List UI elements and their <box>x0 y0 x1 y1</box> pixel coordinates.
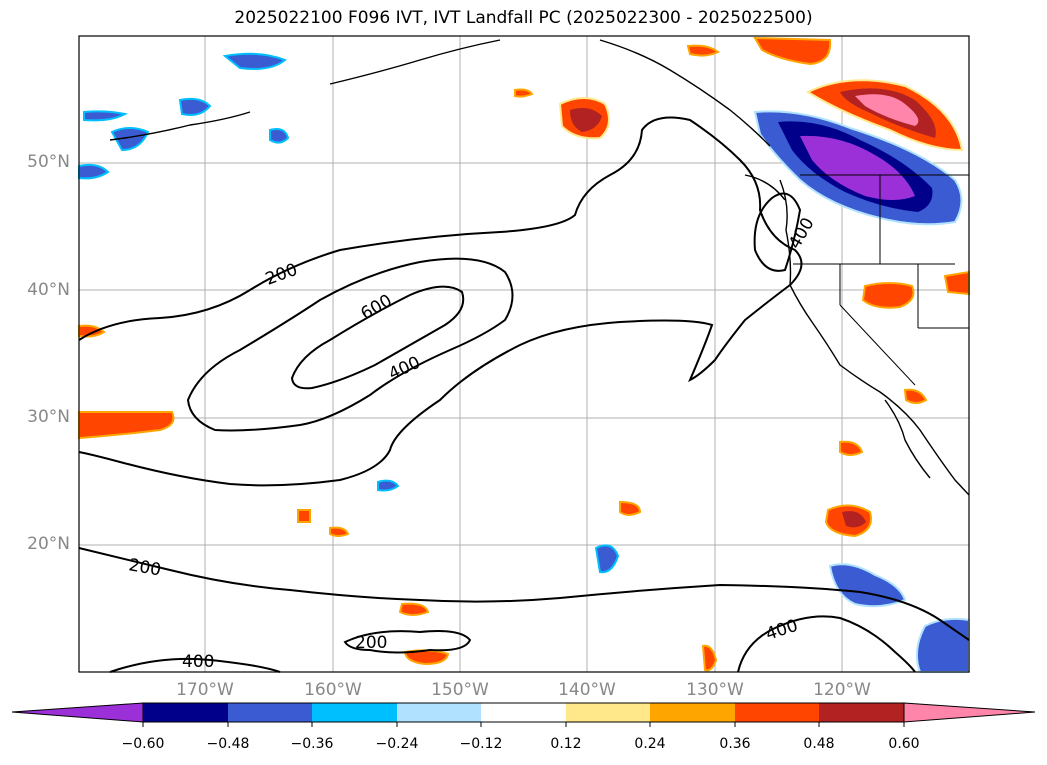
ivt-contour-200-south <box>78 547 970 641</box>
negative-anomaly-small-7 <box>377 479 400 492</box>
colorbar-bin-6 <box>566 703 650 722</box>
aleutian-islands <box>109 111 251 141</box>
lat-label-50n: 50°N <box>27 152 70 172</box>
positive-anomaly-gulf-core <box>570 108 602 132</box>
positive-anomaly-small-2 <box>398 602 430 616</box>
colorbar-extend-left <box>11 702 144 723</box>
baja-coast <box>884 399 931 479</box>
negative-anomaly-small-4 <box>78 163 110 180</box>
negative-anomaly-small-1 <box>110 127 150 152</box>
contour-label-400-se: 400 <box>763 616 800 645</box>
positive-anomaly-west-30n <box>78 411 175 440</box>
ivt-contour-400-outer <box>186 257 514 432</box>
vancouver-island <box>744 174 786 201</box>
colorbar-bin-9 <box>819 703 904 722</box>
lon-label-150w: 150°W <box>431 680 489 700</box>
colorbar-tick-label: −0.36 <box>290 736 334 752</box>
negative-anomaly-small-3 <box>222 52 287 70</box>
positive-anomaly-small-10 <box>329 526 350 537</box>
lon-label-160w: 160°W <box>304 680 362 700</box>
contour-labels: 200 600 400 400 200 200 400 400 <box>127 214 818 672</box>
colorbar-bin-7 <box>650 703 735 722</box>
colorbar-bin-5 <box>481 703 566 722</box>
negative-anomaly-small-8 <box>83 110 128 122</box>
lon-label-140w: 140°W <box>558 680 616 700</box>
positive-anomaly-small-7 <box>943 270 970 296</box>
colorbar-tick-label: 0.36 <box>719 736 751 752</box>
colorbar-extend-right <box>903 702 1036 723</box>
colorbar-bin-1 <box>143 703 228 722</box>
positive-anomaly-small-3 <box>839 440 864 456</box>
map-title: 2025022100 F096 IVT, IVT Landfall PC (20… <box>234 8 813 28</box>
positive-anomaly-baja-core <box>842 511 866 528</box>
lon-label-120w: 120°W <box>813 680 871 700</box>
west-coast <box>779 179 970 496</box>
contour-label-400-sw: 400 <box>182 652 214 672</box>
colorbar-tick-label: 0.60 <box>888 736 920 752</box>
negative-anomaly-small-2 <box>178 97 212 116</box>
positive-anomaly-hawaii <box>297 509 311 523</box>
positive-anomaly-small-8 <box>78 324 106 338</box>
positive-anomaly-bc-peak <box>855 94 919 126</box>
ivt-contours <box>78 116 970 673</box>
lon-label-170w: 170°W <box>176 680 234 700</box>
coastlines <box>109 39 970 496</box>
positive-anomaly-small-5 <box>903 388 928 404</box>
negative-anomaly-southeast <box>915 617 970 673</box>
state-borders <box>793 174 969 386</box>
positive-anomaly-small-1 <box>619 500 642 516</box>
lat-label-30n: 30°N <box>27 407 70 427</box>
colorbar-tick-label: −0.12 <box>459 736 503 752</box>
colorbar-tick-label: 0.12 <box>550 736 582 752</box>
positive-anomaly-nevada <box>861 282 915 309</box>
colorbar-tick-label: −0.24 <box>375 736 419 752</box>
lon-label-130w: 130°W <box>686 680 744 700</box>
pc-shading-positive <box>78 36 970 672</box>
contour-label-200-small: 200 <box>355 633 387 653</box>
negative-anomaly-small-5 <box>594 544 620 574</box>
negative-anomaly-pnw-core <box>800 135 915 200</box>
positive-anomaly-small-9 <box>514 88 534 98</box>
colorbar-bin-2 <box>228 703 312 722</box>
positive-anomaly-small-6 <box>686 44 720 57</box>
ivt-contour-200-north <box>78 116 803 487</box>
positive-anomaly-small-4 <box>701 644 718 672</box>
lat-label-20n: 20°N <box>27 534 70 554</box>
border-ca-nv-diag <box>839 304 916 386</box>
gridlines <box>79 36 969 672</box>
contour-label-400-mid: 400 <box>386 353 424 385</box>
ivt-contour-400-southwest <box>109 657 281 673</box>
negative-anomaly-south-coast <box>828 563 907 608</box>
ivt-contour-600 <box>290 285 465 390</box>
colorbar-frame <box>142 702 905 723</box>
colorbar-tick-label: −0.60 <box>121 736 165 752</box>
alaska-coast <box>329 39 771 147</box>
positive-anomaly-north-coast <box>753 36 832 66</box>
negative-anomaly-small-6 <box>269 128 290 144</box>
contour-label-200-south: 200 <box>127 555 162 580</box>
contour-label-200-north: 200 <box>263 260 300 290</box>
colorbar-bin-8 <box>735 703 819 722</box>
ivt-contour-200-small <box>343 630 472 654</box>
ivt-contour-400-pnw <box>753 192 802 272</box>
ivt-contour-400-southeast <box>737 615 916 673</box>
colorbar <box>11 702 1036 727</box>
map-frame <box>78 35 970 673</box>
colorbar-bin-3 <box>312 703 397 722</box>
pc-shading-negative <box>78 52 970 673</box>
colorbar-tick-label: 0.24 <box>634 736 666 752</box>
lat-label-40n: 40°N <box>27 280 70 300</box>
colorbar-tick-label: 0.48 <box>803 736 835 752</box>
colorbar-tick-label: −0.48 <box>206 736 250 752</box>
colorbar-bin-4 <box>397 703 481 722</box>
